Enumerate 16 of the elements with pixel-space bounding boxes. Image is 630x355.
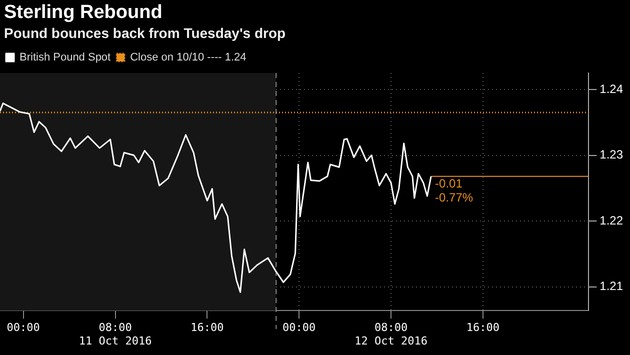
legend-label: British Pound Spot <box>20 52 111 64</box>
chart-subtitle: Pound bounces back from Tuesday's drop <box>4 25 286 41</box>
y-tick-label: 1.24 <box>600 82 624 96</box>
y-tick-label: 1.21 <box>600 279 624 294</box>
y-tick-label: 1.23 <box>600 148 624 162</box>
x-tick-label: 08:00 12 Oct 2016 <box>354 321 428 348</box>
annotation: -0.77% <box>435 190 474 205</box>
x-tick-label: 16:00 <box>466 321 500 334</box>
annotation: -0.01 <box>435 176 463 191</box>
x-tick-label: 08:00 11 Oct 2016 <box>78 321 152 348</box>
x-tick-label: 16:00 <box>190 321 224 334</box>
legend-label: Close on 10/10 ---- 1.24 <box>130 52 246 64</box>
chart-title: Sterling Rebound <box>4 2 162 24</box>
y-tick-label: 1.22 <box>600 213 624 228</box>
x-tick-label: 00:00 <box>282 321 316 334</box>
x-tick-label: 00:00 <box>6 321 40 334</box>
